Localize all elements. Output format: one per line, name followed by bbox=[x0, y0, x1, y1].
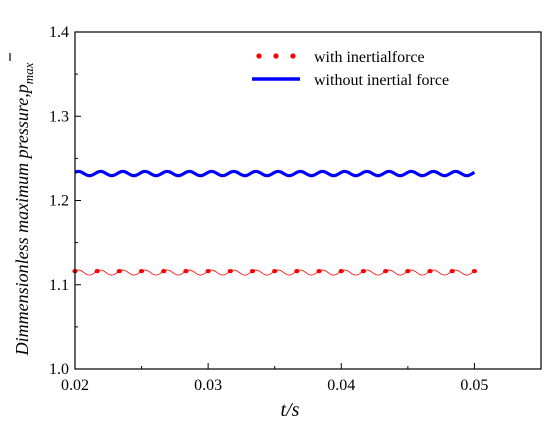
series-point-with-inertialforce bbox=[205, 269, 211, 274]
plot-frame bbox=[74, 31, 542, 370]
legend-swatch-with-inertialforce bbox=[256, 53, 296, 59]
y-tick-label: 1.4 bbox=[49, 24, 69, 41]
series-point-with-inertialforce bbox=[116, 269, 122, 274]
legend: with inertialforce without inertial forc… bbox=[252, 49, 449, 89]
series-point-with-inertialforce bbox=[227, 269, 233, 274]
series-point-with-inertialforce bbox=[316, 269, 322, 274]
legend-label-with-inertialforce: with inertialforce bbox=[314, 49, 425, 66]
y-tick-label: 1.0 bbox=[49, 361, 69, 378]
y-axis-label-symbol: p bbox=[12, 84, 32, 95]
legend-marker bbox=[256, 53, 262, 59]
y-tick-label: 1.2 bbox=[49, 193, 69, 210]
series-point-with-inertialforce bbox=[272, 269, 278, 274]
legend-marker bbox=[290, 53, 296, 59]
series-point-with-inertialforce bbox=[360, 269, 367, 274]
x-tick-label: 0.02 bbox=[61, 377, 89, 394]
ticks-layer: 0.02 0.03 0.04 0.05 1.0 1.1 1.2 1.3 1.4 bbox=[49, 24, 488, 394]
x-tick-label: 0.04 bbox=[327, 377, 355, 394]
series-point-with-inertialforce bbox=[138, 269, 145, 274]
y-axis-label: Dimmensionless maximum pressure,pmax bbox=[12, 62, 36, 356]
y-axis-label-prefix: Dimmensionless maximum pressure, bbox=[12, 93, 32, 356]
series-point-with-inertialforce bbox=[94, 269, 100, 274]
y-tick-label: 1.1 bbox=[49, 277, 69, 294]
x-tick-label: 0.05 bbox=[460, 377, 488, 394]
x-axis-label: t/s bbox=[281, 399, 300, 421]
legend-label-without-inertial-force: without inertial force bbox=[314, 72, 449, 89]
series-point-with-inertialforce bbox=[449, 269, 455, 274]
y-tick-label: 1.3 bbox=[49, 108, 69, 125]
y-axis-label-subscript: max bbox=[21, 62, 36, 84]
series-point-with-inertialforce bbox=[294, 269, 300, 274]
series-point-with-inertialforce bbox=[249, 269, 256, 274]
series-point-with-inertialforce bbox=[161, 269, 167, 274]
legend-marker bbox=[273, 53, 279, 59]
series-layer bbox=[72, 169, 478, 276]
series-point-with-inertialforce bbox=[183, 269, 189, 274]
series-point-with-inertialforce bbox=[427, 269, 433, 274]
series-point-with-inertialforce bbox=[471, 269, 478, 274]
series-point-with-inertialforce bbox=[338, 269, 344, 274]
series-point-with-inertialforce bbox=[405, 269, 411, 274]
series-line-without-inertial-force bbox=[74, 169, 476, 178]
x-tick-label: 0.03 bbox=[194, 377, 222, 394]
series-point-with-inertialforce bbox=[383, 269, 389, 274]
